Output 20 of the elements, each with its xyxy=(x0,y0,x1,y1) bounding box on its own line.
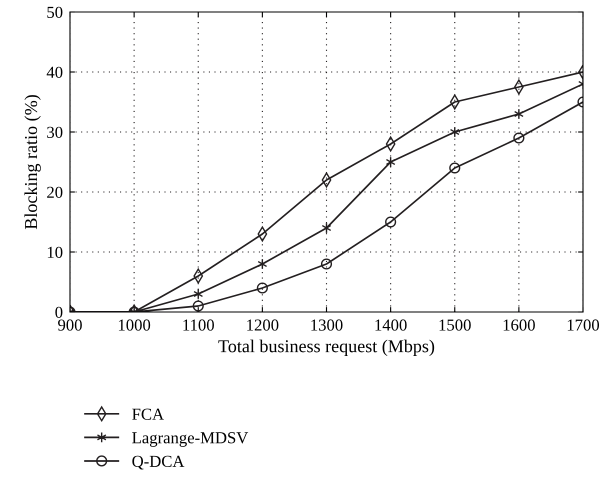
x-tick-label: 900 xyxy=(58,319,82,331)
y-tick-label: 10 xyxy=(48,246,62,258)
x-tick-label: 1600 xyxy=(504,319,535,331)
legend-label: FCA xyxy=(132,408,164,420)
x-tick-label: 1000 xyxy=(118,319,150,331)
legend-label: Q-DCA xyxy=(132,456,184,470)
y-tick-label: 30 xyxy=(47,126,62,138)
legend-label: Lagrange-MDSV xyxy=(132,432,248,447)
x-tick-label: 1400 xyxy=(375,319,407,331)
y-tick-label: 0 xyxy=(55,306,62,318)
y-tick-label: 40 xyxy=(46,66,62,78)
x-tick-label: 1700 xyxy=(568,319,599,331)
y-tick-label: 20 xyxy=(47,186,62,198)
y-axis-title: Blocking ratio (%) xyxy=(24,95,41,230)
y-tick-label: 50 xyxy=(47,6,62,18)
x-axis-title: Total business request (Mbps) xyxy=(218,340,434,356)
x-tick-label: 1500 xyxy=(440,319,471,331)
x-tick-label: 1100 xyxy=(183,319,214,331)
x-tick-label: 1200 xyxy=(247,319,278,331)
x-tick-label: 1300 xyxy=(311,319,343,331)
